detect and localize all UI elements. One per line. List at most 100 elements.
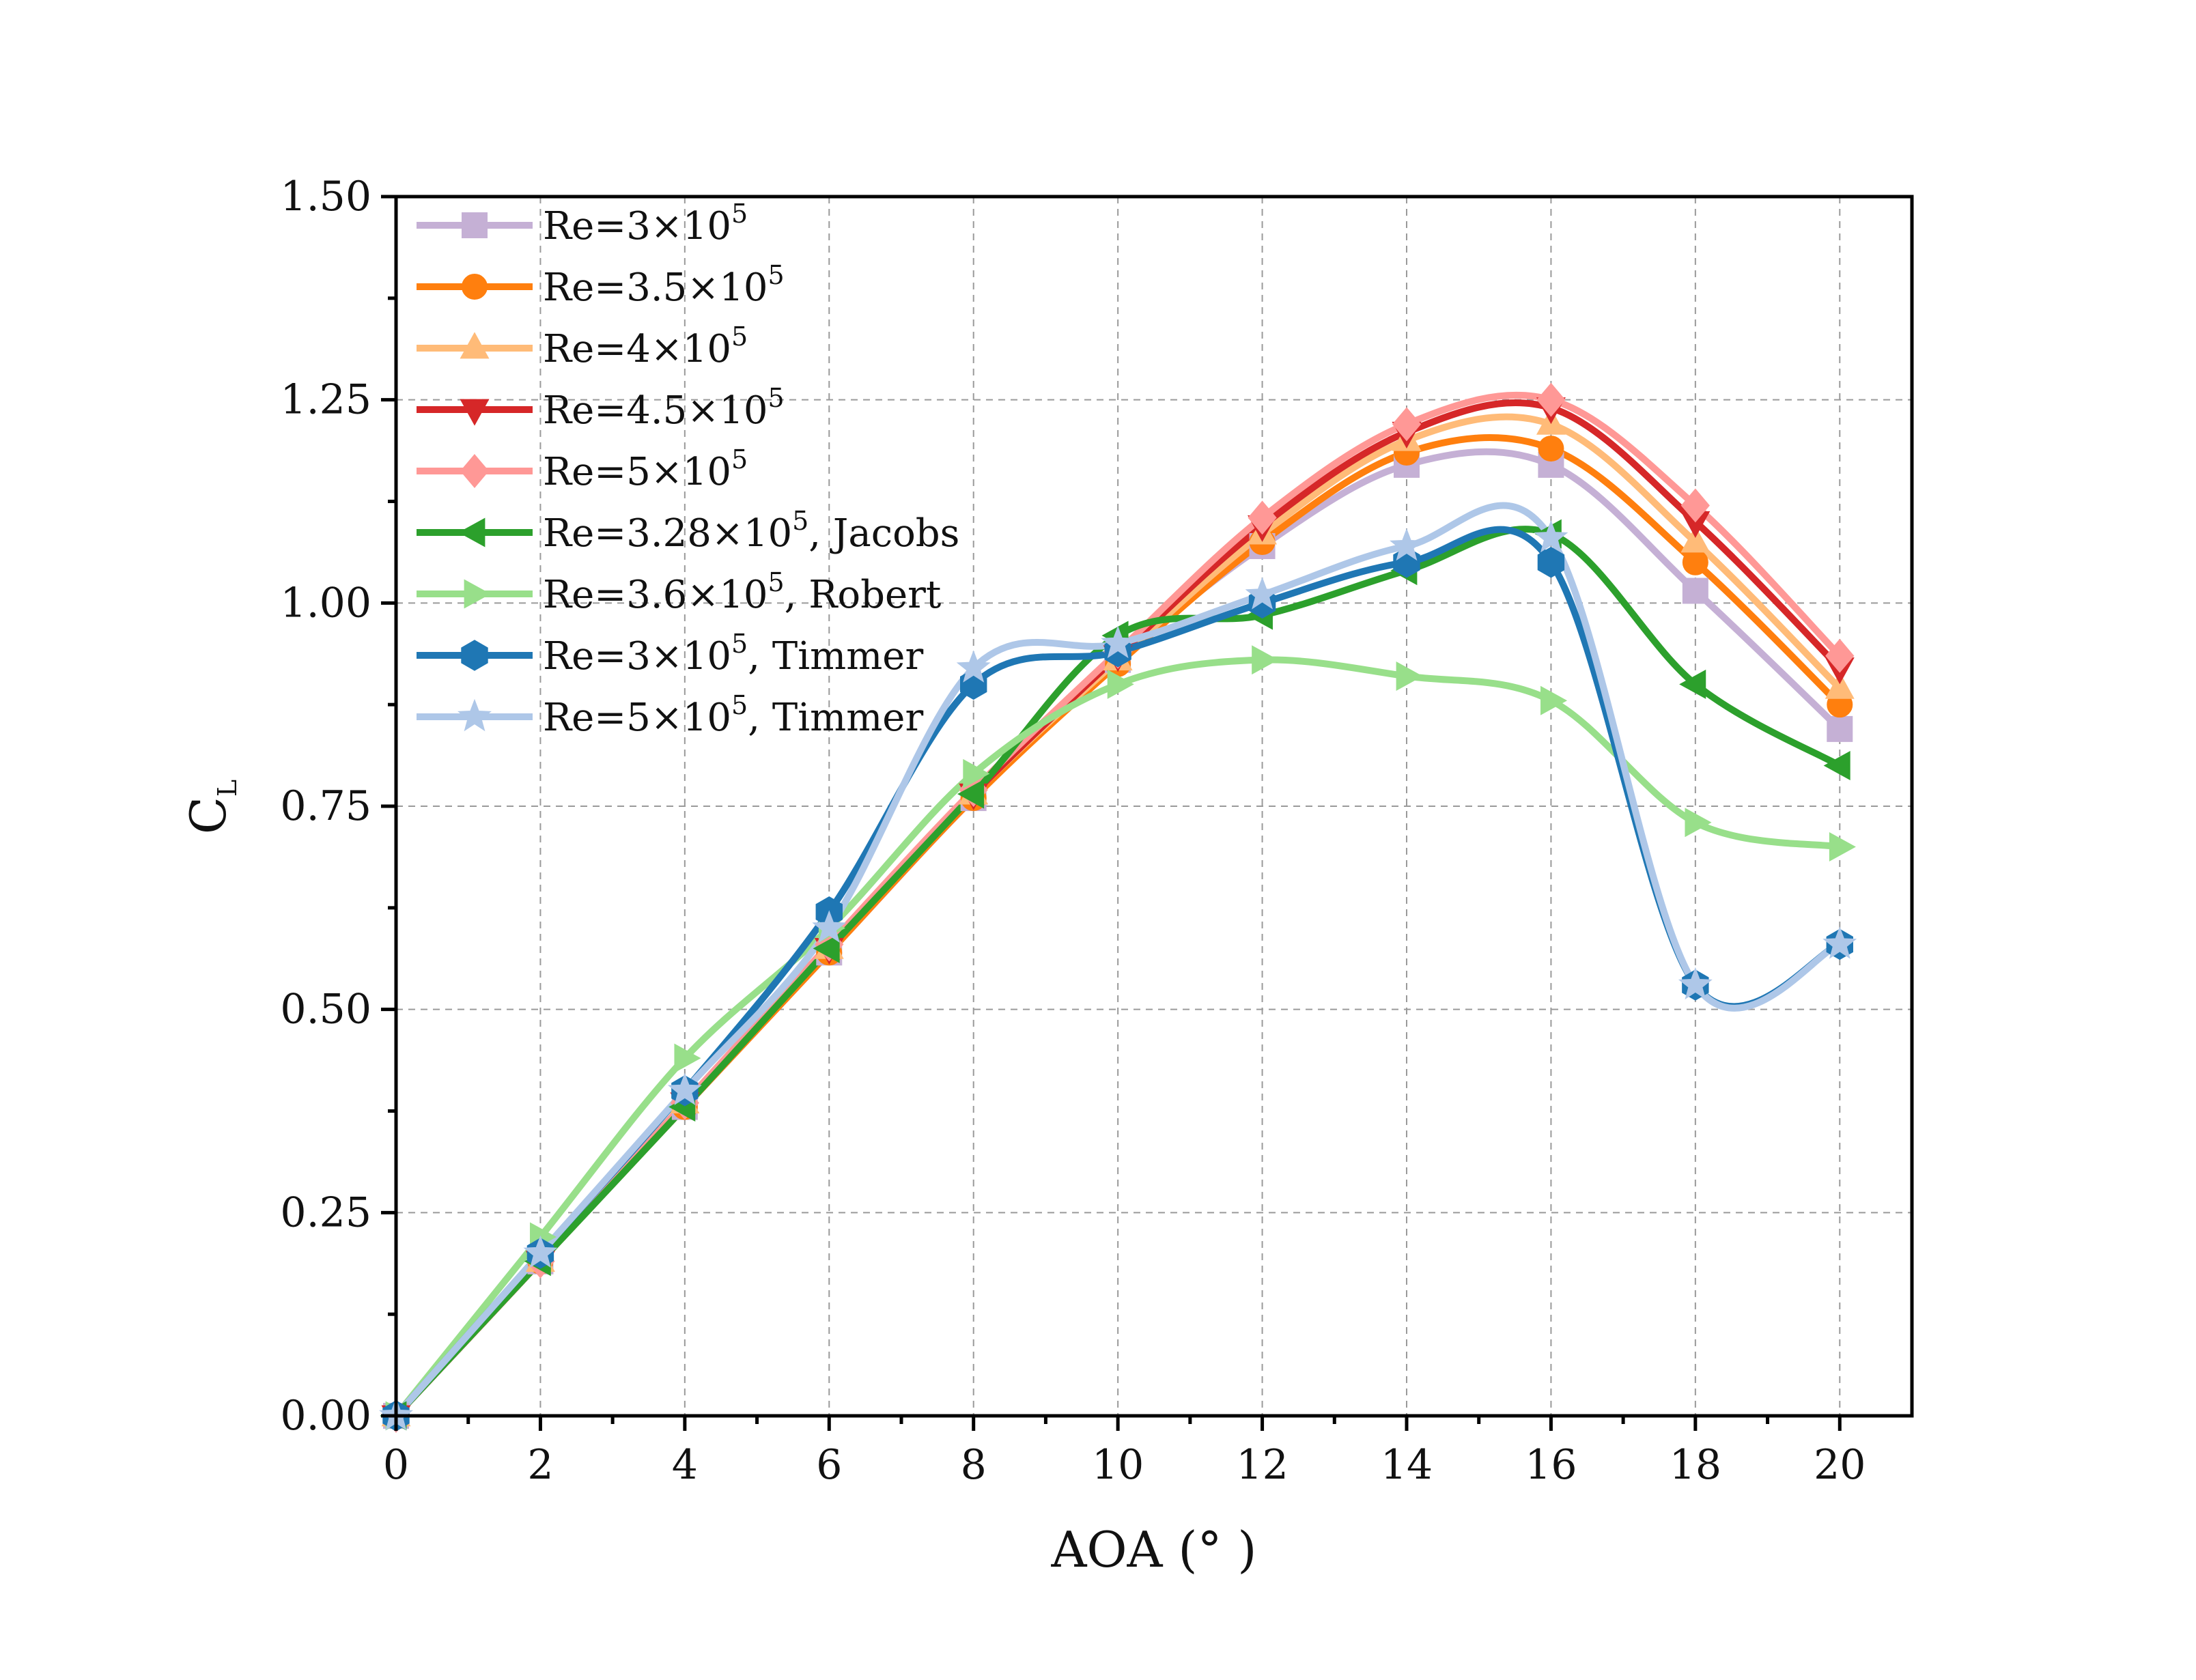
x-tick-label-0: 0 bbox=[383, 1441, 409, 1489]
legend-item-7: Re=3.6×105, Robert bbox=[417, 567, 942, 617]
data-point-s9-1 bbox=[523, 1235, 558, 1268]
legend: Re=3×105Re=3.5×105Re=4×105Re=4.5×105Re=5… bbox=[417, 199, 959, 740]
series-markers-7 bbox=[385, 645, 1856, 1431]
data-point-s3-9 bbox=[1680, 526, 1711, 553]
legend-item-9: Re=5×105, Timmer bbox=[417, 690, 923, 740]
y-tick-label-5: 1.25 bbox=[280, 376, 371, 424]
x-tick-label-2: 4 bbox=[672, 1441, 698, 1489]
legend-label-source: , Jacobs bbox=[808, 511, 959, 556]
legend-label-superscript: 5 bbox=[731, 322, 748, 352]
x-tick-label-4: 8 bbox=[961, 1441, 987, 1489]
data-point-s5-7 bbox=[1392, 407, 1422, 442]
x-tick-label-8: 16 bbox=[1525, 1441, 1577, 1489]
legend-label-superscript: 5 bbox=[731, 629, 748, 659]
svg-text:CL: CL bbox=[180, 780, 242, 834]
legend-label-superscript: 5 bbox=[792, 506, 808, 536]
data-point-s6-4 bbox=[957, 779, 985, 809]
x-axis-title: AOA (° ) bbox=[1051, 1521, 1257, 1578]
data-point-s9-10 bbox=[1822, 926, 1857, 959]
series-markers-3 bbox=[381, 408, 1855, 1427]
legend-swatch-marker bbox=[460, 332, 490, 359]
legend-item-5: Re=5×105 bbox=[417, 444, 748, 494]
x-tick-label-9: 18 bbox=[1670, 1441, 1721, 1489]
y-tick-label-6: 1.50 bbox=[280, 173, 371, 220]
legend-label: Re=3×105, Timmer bbox=[543, 629, 923, 679]
axis-ticks bbox=[381, 195, 1842, 1431]
data-point-s5-8 bbox=[1536, 382, 1566, 417]
legend-swatch-marker bbox=[462, 274, 488, 300]
legend-swatch-marker bbox=[458, 698, 492, 732]
legend-label: Re=3.5×105 bbox=[543, 260, 785, 310]
legend-label-superscript: 5 bbox=[731, 199, 748, 229]
y-tick-label-0: 0.00 bbox=[280, 1392, 371, 1440]
legend-label-main: Re=4.5×10 bbox=[543, 388, 768, 433]
legend-label-main: Re=3×10 bbox=[543, 204, 731, 248]
data-point-s9-2 bbox=[667, 1072, 702, 1105]
legend-label: Re=5×105, Timmer bbox=[543, 690, 923, 740]
grid bbox=[396, 197, 1912, 1416]
legend-item-8: Re=3×105, Timmer bbox=[417, 629, 923, 679]
legend-label-superscript: 5 bbox=[731, 690, 748, 720]
x-tick-label-5: 10 bbox=[1092, 1441, 1144, 1489]
legend-label-source: , Timmer bbox=[748, 634, 923, 679]
legend-swatch-marker bbox=[460, 454, 490, 488]
data-point-s6-9 bbox=[1679, 669, 1706, 699]
data-point-s7-9 bbox=[1685, 808, 1712, 838]
data-point-s7-5 bbox=[1107, 669, 1134, 699]
series-line-7 bbox=[393, 656, 1844, 1419]
legend-label-main: Re=3×10 bbox=[543, 634, 731, 679]
legend-swatch-marker bbox=[461, 640, 488, 671]
legend-label-main: Re=3.5×10 bbox=[543, 266, 768, 310]
legend-label: Re=3.6×105, Robert bbox=[543, 567, 942, 617]
data-point-s1-9 bbox=[1682, 578, 1708, 604]
y-tick-label-3: 0.75 bbox=[280, 782, 371, 830]
legend-item-2: Re=3.5×105 bbox=[417, 260, 785, 310]
data-point-s3-10 bbox=[1825, 672, 1855, 699]
data-point-s9-8 bbox=[1534, 519, 1568, 553]
data-point-s9-7 bbox=[1390, 528, 1424, 561]
data-point-s2-8 bbox=[1538, 436, 1564, 462]
data-point-s9-4 bbox=[956, 650, 991, 683]
legend-label-main: Re=3.6×10 bbox=[543, 573, 768, 617]
legend-label: Re=4.5×105 bbox=[543, 383, 785, 433]
legend-item-3: Re=4×105 bbox=[417, 322, 748, 371]
legend-label-source: , Timmer bbox=[748, 696, 923, 740]
data-point-s7-2 bbox=[674, 1043, 701, 1073]
x-tick-label-1: 2 bbox=[527, 1441, 553, 1489]
data-point-s5-9 bbox=[1680, 488, 1710, 523]
legend-label: Re=4×105 bbox=[543, 322, 748, 371]
data-point-s5-6 bbox=[1248, 500, 1277, 535]
axis-tick-labels: 0 2 4 6 8 10 12 14 16 18 20 0.00 0.25 0.50 0.75 1.00 1.2… bbox=[280, 173, 1866, 1489]
legend-item-1: Re=3×105 bbox=[417, 199, 748, 248]
legend-label: Re=5×105 bbox=[543, 444, 748, 494]
y-tick-label-2: 0.50 bbox=[280, 986, 371, 1034]
legend-label: Re=3.28×105, Jacobs bbox=[543, 506, 959, 556]
data-point-s1-10 bbox=[1827, 715, 1853, 742]
data-point-s9-3 bbox=[812, 910, 847, 943]
y-axis-title-main: C bbox=[180, 797, 237, 834]
x-tick-label-10: 20 bbox=[1814, 1441, 1866, 1489]
data-point-s9-9 bbox=[1678, 967, 1713, 1000]
legend-swatch-marker bbox=[462, 212, 488, 238]
legend-label-superscript: 5 bbox=[768, 567, 784, 597]
legend-swatch-marker bbox=[458, 517, 485, 547]
legend-item-6: Re=3.28×105, Jacobs bbox=[417, 506, 959, 556]
y-tick-label-4: 1.00 bbox=[280, 579, 371, 627]
legend-label: Re=3×105 bbox=[543, 199, 748, 248]
data-point-s9-5 bbox=[1101, 625, 1136, 659]
legend-label-main: Re=5×10 bbox=[543, 696, 731, 740]
x-tick-label-7: 14 bbox=[1381, 1441, 1433, 1489]
legend-swatch-marker bbox=[460, 399, 490, 426]
legend-label-main: Re=4×10 bbox=[543, 327, 731, 371]
legend-label-source: , Robert bbox=[785, 573, 942, 617]
data-point-s7-7 bbox=[1396, 661, 1423, 691]
legend-item-4: Re=4.5×105 bbox=[417, 383, 785, 433]
data-point-s5-10 bbox=[1825, 638, 1855, 673]
series-markers bbox=[379, 382, 1857, 1433]
data-point-s7-8 bbox=[1540, 685, 1568, 715]
data-point-s8-8 bbox=[1537, 547, 1565, 578]
data-point-s7-10 bbox=[1829, 832, 1856, 862]
x-tick-label-3: 6 bbox=[816, 1441, 842, 1489]
data-point-s6-3 bbox=[813, 933, 840, 963]
